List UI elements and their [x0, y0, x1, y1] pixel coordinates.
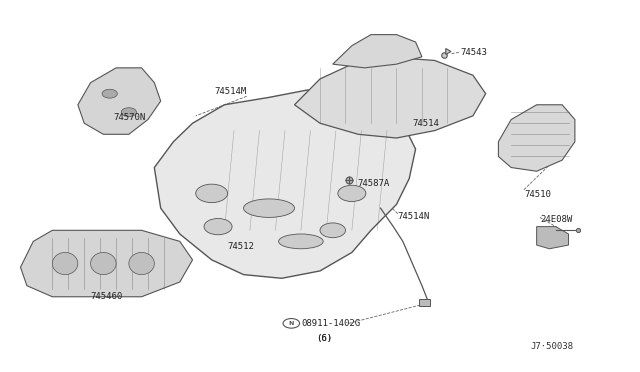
Text: 74543: 74543 — [460, 48, 487, 57]
Polygon shape — [537, 227, 568, 249]
Text: 745460: 745460 — [91, 292, 123, 301]
Circle shape — [121, 108, 136, 116]
Circle shape — [204, 218, 232, 235]
Text: 74570N: 74570N — [113, 113, 145, 122]
Ellipse shape — [278, 234, 323, 249]
Text: 74512: 74512 — [228, 243, 255, 251]
Text: J7·50038: J7·50038 — [531, 342, 573, 351]
Polygon shape — [499, 105, 575, 171]
Text: 74510: 74510 — [524, 190, 551, 199]
Text: 74587A: 74587A — [357, 179, 389, 187]
Text: 74514N: 74514N — [397, 212, 430, 221]
Polygon shape — [333, 35, 422, 68]
Circle shape — [102, 89, 117, 98]
Ellipse shape — [129, 253, 154, 275]
Text: 08911-1402G: 08911-1402G — [301, 319, 360, 328]
Text: N: N — [289, 321, 294, 326]
Polygon shape — [20, 230, 193, 297]
Polygon shape — [154, 90, 415, 278]
Circle shape — [320, 223, 346, 238]
Circle shape — [338, 185, 366, 202]
Ellipse shape — [52, 253, 78, 275]
Ellipse shape — [244, 199, 294, 217]
Text: (6): (6) — [316, 334, 332, 343]
Polygon shape — [419, 299, 429, 306]
Polygon shape — [294, 57, 486, 138]
Circle shape — [196, 184, 228, 203]
Polygon shape — [78, 68, 161, 134]
Circle shape — [283, 318, 300, 328]
Ellipse shape — [91, 253, 116, 275]
Text: 24E08W: 24E08W — [540, 215, 572, 224]
Text: (6): (6) — [316, 334, 332, 343]
Text: 74514: 74514 — [412, 119, 439, 128]
Text: 74514M: 74514M — [215, 87, 247, 96]
